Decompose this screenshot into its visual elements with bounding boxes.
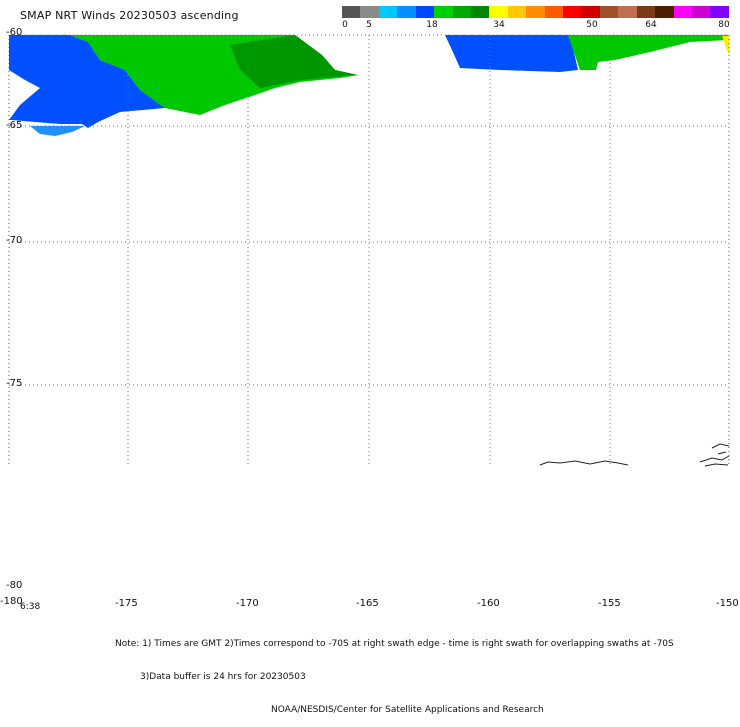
colorbar-segment: [378, 6, 398, 18]
colorbar-label-34: 34: [493, 20, 505, 30]
colorbar-segment: [342, 6, 361, 18]
coastline-ice-shelf: [539, 460, 629, 466]
colorbar-segment: [470, 6, 490, 18]
colorbar-segment: [599, 6, 619, 18]
lon-label-170: -170: [236, 598, 259, 609]
colorbar-segment: [397, 6, 416, 18]
map-note: Note: 1) Times are GMT 2)Times correspon…: [115, 617, 674, 727]
wind-swath-left: [9, 35, 358, 136]
colorbar-segment: [452, 6, 471, 18]
wind-area-darkgreen: [230, 35, 358, 88]
corner-time: 6:38: [20, 602, 41, 612]
colorbar-label-18: 18: [426, 20, 438, 30]
wind-area-green-right: [568, 35, 728, 70]
colorbar-segment: [636, 6, 656, 18]
lat-label-80: -80: [6, 580, 23, 591]
colorbar-segment: [526, 6, 545, 18]
colorbar-label-80: 80: [718, 20, 730, 30]
colorbar-labels: 0 5 18 34 50 64 80: [342, 20, 740, 34]
colorbar-segment: [618, 6, 637, 18]
lat-label-65: -65: [6, 120, 23, 131]
lon-label-180: -180: [0, 596, 23, 607]
lon-label-175: -175: [115, 598, 138, 609]
colorbar-segment: [563, 6, 582, 18]
lat-label-60: -60: [6, 27, 23, 38]
colorbar-label-64: 64: [645, 20, 657, 30]
wind-map: [8, 34, 730, 467]
coastline: [539, 443, 730, 467]
colorbar-segment: [415, 6, 435, 18]
lat-label-70: -70: [6, 235, 23, 246]
map-title: SMAP NRT Winds 20230503 ascending: [20, 9, 239, 22]
note-line-2: 3)Data buffer is 24 hrs for 20230503: [140, 672, 306, 682]
wind-speed-colorbar: [342, 6, 729, 18]
wind-area-blue: [9, 35, 165, 128]
lon-label-150: -150: [716, 598, 739, 609]
note-line-1: Note: 1) Times are GMT 2)Times correspon…: [115, 639, 674, 649]
colorbar-label-5: 5: [366, 20, 372, 30]
colorbar-segment: [710, 6, 729, 18]
coastline-island-2: [711, 443, 730, 455]
lat-label-75: -75: [6, 378, 23, 389]
colorbar-segment: [360, 6, 379, 18]
lon-label-160: -160: [477, 598, 500, 609]
colorbar-segment: [581, 6, 600, 18]
wind-area-blue-right: [445, 35, 578, 72]
colorbar-label-0: 0: [342, 20, 348, 30]
map-grid: [9, 34, 729, 465]
colorbar-segment: [434, 6, 453, 18]
wind-area-yellow-right: [722, 36, 729, 55]
colorbar-segment: [655, 6, 674, 18]
coastline-island-1: [699, 455, 730, 467]
lon-label-155: -155: [598, 598, 621, 609]
note-line-3: NOAA/NESDIS/Center for Satellite Applica…: [271, 705, 544, 715]
wind-swath-right: [445, 35, 729, 72]
lon-label-165: -165: [356, 598, 379, 609]
colorbar-segment: [692, 6, 711, 18]
colorbar-segment: [544, 6, 564, 18]
colorbar-segment: [507, 6, 527, 18]
wind-area-lightblue: [30, 126, 85, 136]
colorbar-segment: [489, 6, 508, 18]
colorbar-segment: [673, 6, 693, 18]
colorbar-label-50: 50: [586, 20, 598, 30]
